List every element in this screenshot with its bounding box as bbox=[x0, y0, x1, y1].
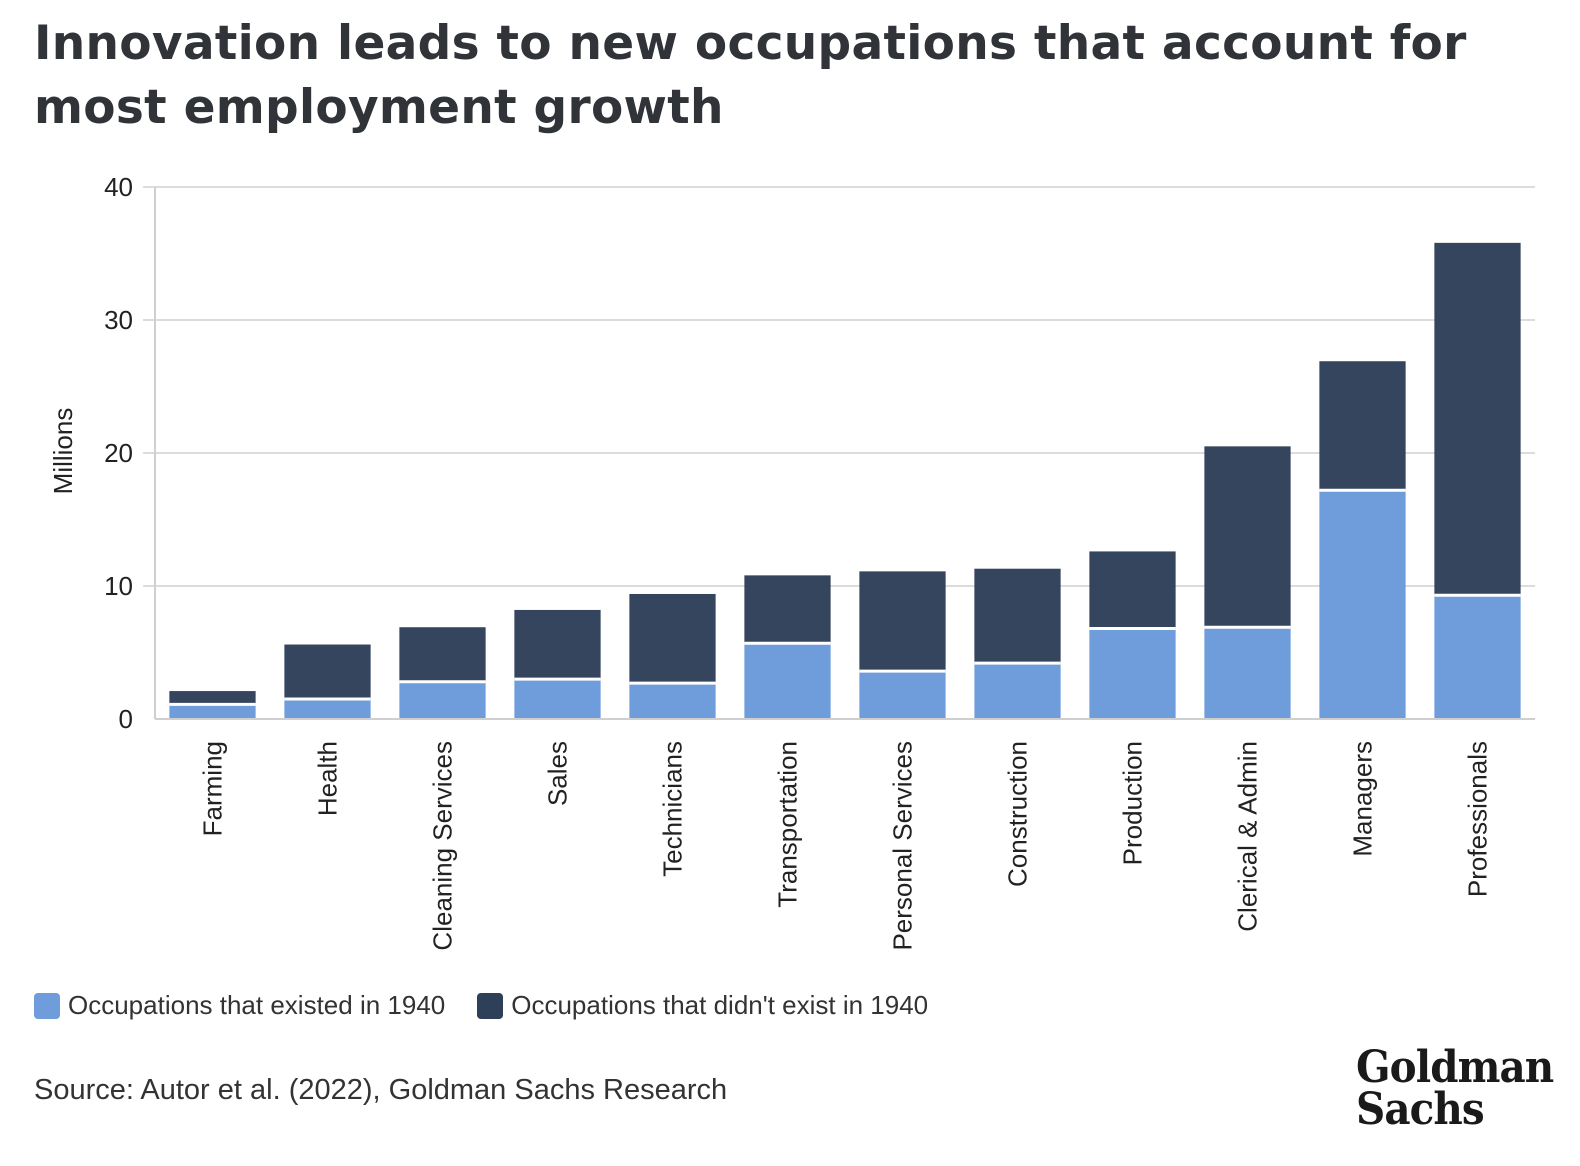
bar-existed-managers bbox=[1319, 490, 1406, 719]
goldman-sachs-logo: Goldman Sachs bbox=[1356, 1042, 1554, 1135]
x-tick-label: Personal Services bbox=[888, 741, 918, 951]
x-tick-label: Farming bbox=[198, 741, 228, 836]
logo-line-1: Goldman bbox=[1356, 1042, 1554, 1093]
y-tick-label: 40 bbox=[104, 172, 133, 202]
bar-existed-clerical-admin bbox=[1204, 627, 1291, 719]
bar-existed-transportation bbox=[744, 643, 831, 719]
bar-existed-technicians bbox=[629, 683, 716, 719]
y-tick-label: 0 bbox=[119, 704, 133, 734]
chart-title: Innovation leads to new occupations that… bbox=[34, 16, 1467, 135]
bar-new-production bbox=[1089, 551, 1176, 629]
bar-existed-health bbox=[284, 699, 371, 719]
legend-swatch-new bbox=[477, 992, 504, 1019]
bar-existed-professionals bbox=[1434, 595, 1521, 719]
bar-existed-personal-services bbox=[859, 671, 946, 719]
bar-new-construction bbox=[974, 568, 1061, 664]
bar-new-sales bbox=[514, 609, 601, 680]
y-axis-title: Millions bbox=[48, 408, 78, 495]
legend-item-new: Occupations that didn't exist in 1940 bbox=[477, 990, 928, 1021]
bar-new-technicians bbox=[629, 593, 716, 684]
x-tick-label: Clerical & Admin bbox=[1233, 741, 1263, 932]
bar-existed-cleaning-services bbox=[399, 681, 486, 719]
y-tick-label: 20 bbox=[104, 438, 133, 468]
x-tick-label: Sales bbox=[543, 741, 573, 806]
bar-new-personal-services bbox=[859, 571, 946, 672]
logo-line-2: Sachs bbox=[1356, 1084, 1485, 1135]
x-tick-label: Construction bbox=[1003, 741, 1033, 887]
bar-new-farming bbox=[169, 691, 256, 705]
x-tick-label: Production bbox=[1118, 741, 1148, 865]
legend-label-existed: Occupations that existed in 1940 bbox=[68, 990, 446, 1020]
legend: Occupations that existed in 1940 Occupat… bbox=[34, 990, 960, 1021]
y-tick-label: 30 bbox=[104, 305, 133, 335]
x-tick-label: Managers bbox=[1348, 741, 1378, 857]
bar-new-health bbox=[284, 644, 371, 700]
x-tick-label: Cleaning Services bbox=[428, 741, 458, 951]
x-tick-label: Technicians bbox=[658, 741, 688, 877]
bar-existed-construction bbox=[974, 663, 1061, 719]
bar-new-cleaning-services bbox=[399, 627, 486, 682]
legend-swatch-existed bbox=[34, 992, 60, 1019]
legend-item-existed: Occupations that existed in 1940 bbox=[34, 990, 445, 1021]
bar-new-managers bbox=[1319, 361, 1406, 491]
bar-existed-production bbox=[1089, 628, 1176, 719]
bar-existed-farming bbox=[169, 704, 256, 719]
x-tick-label: Transportation bbox=[773, 741, 803, 908]
stacked-bar-chart: 0 10 20 30 40 Millions Farming Health Cleaning S… bbox=[48, 172, 1535, 951]
legend-label-new: Occupations that didn't exist in 1940 bbox=[511, 990, 929, 1020]
x-tick-label: Health bbox=[313, 741, 343, 816]
bar-existed-sales bbox=[514, 679, 601, 719]
bar-new-transportation bbox=[744, 575, 831, 644]
bar-new-clerical-admin bbox=[1204, 446, 1291, 628]
bar-new-professionals bbox=[1434, 242, 1521, 596]
source-note: Source: Autor et al. (2022), Goldman Sac… bbox=[34, 1074, 728, 1106]
x-tick-label: Professionals bbox=[1463, 741, 1493, 897]
y-tick-label: 10 bbox=[104, 571, 133, 601]
